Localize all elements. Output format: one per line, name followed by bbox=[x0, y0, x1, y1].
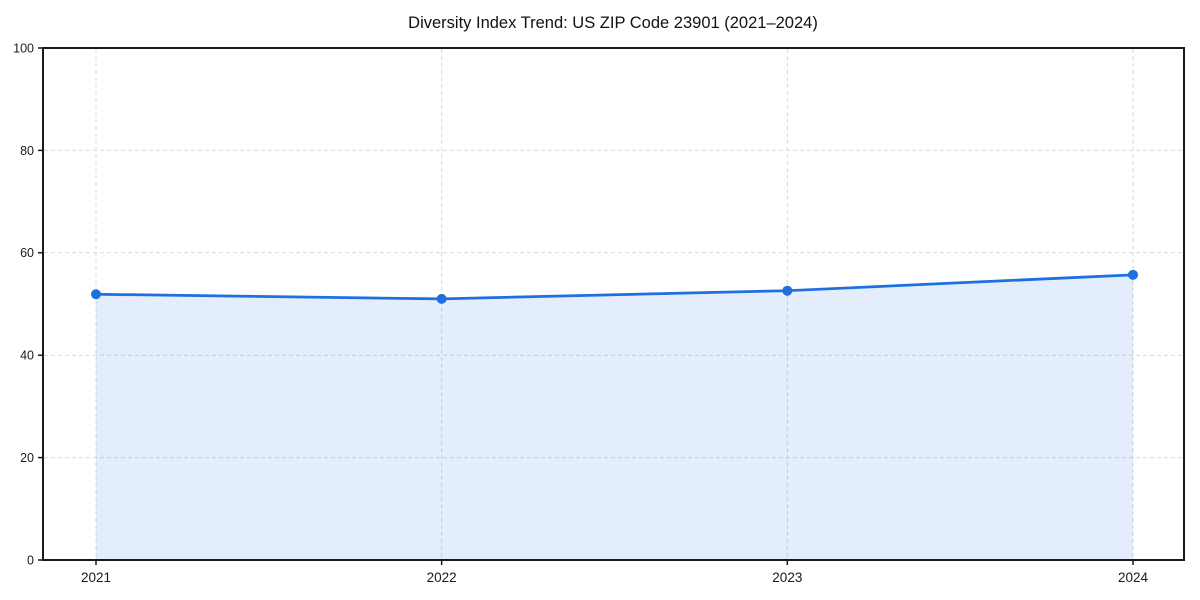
y-axis-tick-label: 40 bbox=[20, 349, 34, 363]
y-axis-tick-label: 20 bbox=[20, 451, 34, 465]
x-axis-tick-label: 2021 bbox=[81, 570, 111, 585]
plot-border bbox=[42, 47, 1185, 561]
data-point-marker bbox=[91, 289, 101, 300]
x-axis-tick-label: 2024 bbox=[1118, 570, 1149, 585]
data-point-marker bbox=[436, 293, 447, 304]
y-axis-tick-label: 100 bbox=[13, 41, 34, 55]
chart-title: Diversity Index Trend: US ZIP Code 23901… bbox=[408, 14, 818, 32]
area-fill bbox=[96, 274, 1133, 560]
data-point-marker bbox=[1128, 269, 1138, 280]
y-axis-tick-label: 0 bbox=[27, 553, 34, 567]
x-axis-tick-label: 2022 bbox=[427, 570, 457, 585]
trend-line bbox=[94, 273, 1135, 301]
y-axis-tick-label: 80 bbox=[20, 144, 34, 158]
data-point-marker bbox=[782, 285, 793, 296]
plot-area: 0 20 40 60 80 100 2021 2022 2023 2024 bbox=[13, 41, 1185, 585]
x-axis-tick-label: 2023 bbox=[772, 570, 802, 585]
y-axis-tick-label: 60 bbox=[20, 246, 34, 260]
